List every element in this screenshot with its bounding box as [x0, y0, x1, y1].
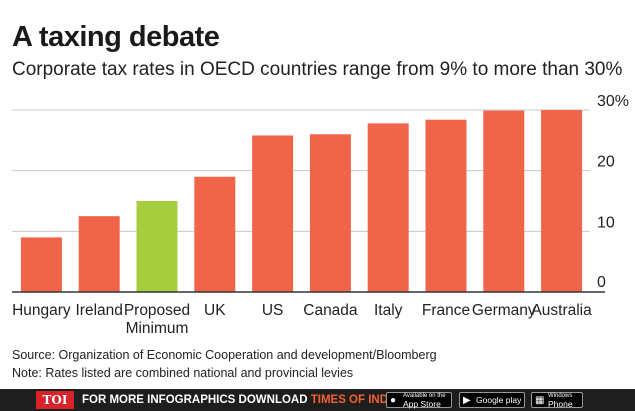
- bar: [483, 110, 525, 293]
- x-tick-label: Canada: [303, 302, 358, 319]
- windows-icon: ▦: [535, 395, 545, 406]
- x-tick-label: France: [422, 302, 470, 319]
- bar: [425, 119, 467, 292]
- source-note: Source: Organization of Economic Coopera…: [12, 348, 437, 362]
- promo-text: FOR MORE INFOGRAPHICS DOWNLOAD TIMES OF …: [82, 393, 426, 407]
- promo-label: FOR MORE INFOGRAPHICS DOWNLOAD: [82, 394, 311, 406]
- bar: [78, 216, 120, 292]
- y-tick-label: 20: [597, 154, 615, 171]
- google-play-label: Google play: [476, 395, 522, 405]
- x-tick-label: Proposed Minimum: [124, 302, 190, 337]
- y-tick-label: 30%: [597, 93, 629, 110]
- windows-phone-badge[interactable]: ▦ Windows Phone: [531, 392, 583, 408]
- app-store-label: App Store: [403, 399, 441, 409]
- footer-banner: TOI FOR MORE INFOGRAPHICS DOWNLOAD TIMES…: [0, 389, 635, 411]
- app-store-small: Available on the: [403, 393, 446, 399]
- bar: [136, 201, 178, 292]
- bar: [252, 135, 294, 292]
- x-tick-label: Hungary: [12, 302, 71, 319]
- windows-label: Phone: [548, 399, 573, 409]
- x-tick-label: Australia: [531, 302, 592, 319]
- x-tick-label: Ireland: [75, 302, 122, 319]
- chart-subtitle: Corporate tax rates in OECD countries ra…: [12, 59, 623, 80]
- x-tick-label: Italy: [374, 302, 403, 319]
- bar: [20, 237, 62, 292]
- y-tick-label: 10: [597, 214, 615, 231]
- bar: [194, 176, 236, 292]
- bar: [367, 123, 409, 292]
- windows-small: Windows: [548, 393, 573, 399]
- bar-chart: 0 10 20 30% Hungary Ireland Proposed Minimum UK U…: [12, 93, 629, 337]
- x-tick-label: UK: [204, 302, 226, 319]
- apple-icon: ●: [390, 395, 397, 406]
- x-tick-label: US: [262, 302, 284, 319]
- bar: [541, 110, 583, 292]
- bar: [309, 134, 351, 292]
- x-tick-label: Germany: [472, 302, 536, 319]
- google-play-badge[interactable]: ▶ Google play: [459, 392, 525, 408]
- app-store-badge[interactable]: ● Available on the App Store: [386, 392, 452, 408]
- y-tick-label: 0: [597, 274, 606, 291]
- chart-title: A taxing debate: [12, 21, 220, 53]
- play-icon: ▶: [463, 395, 471, 406]
- toi-logo[interactable]: TOI: [36, 391, 74, 409]
- rates-note: Note: Rates listed are combined national…: [12, 366, 354, 380]
